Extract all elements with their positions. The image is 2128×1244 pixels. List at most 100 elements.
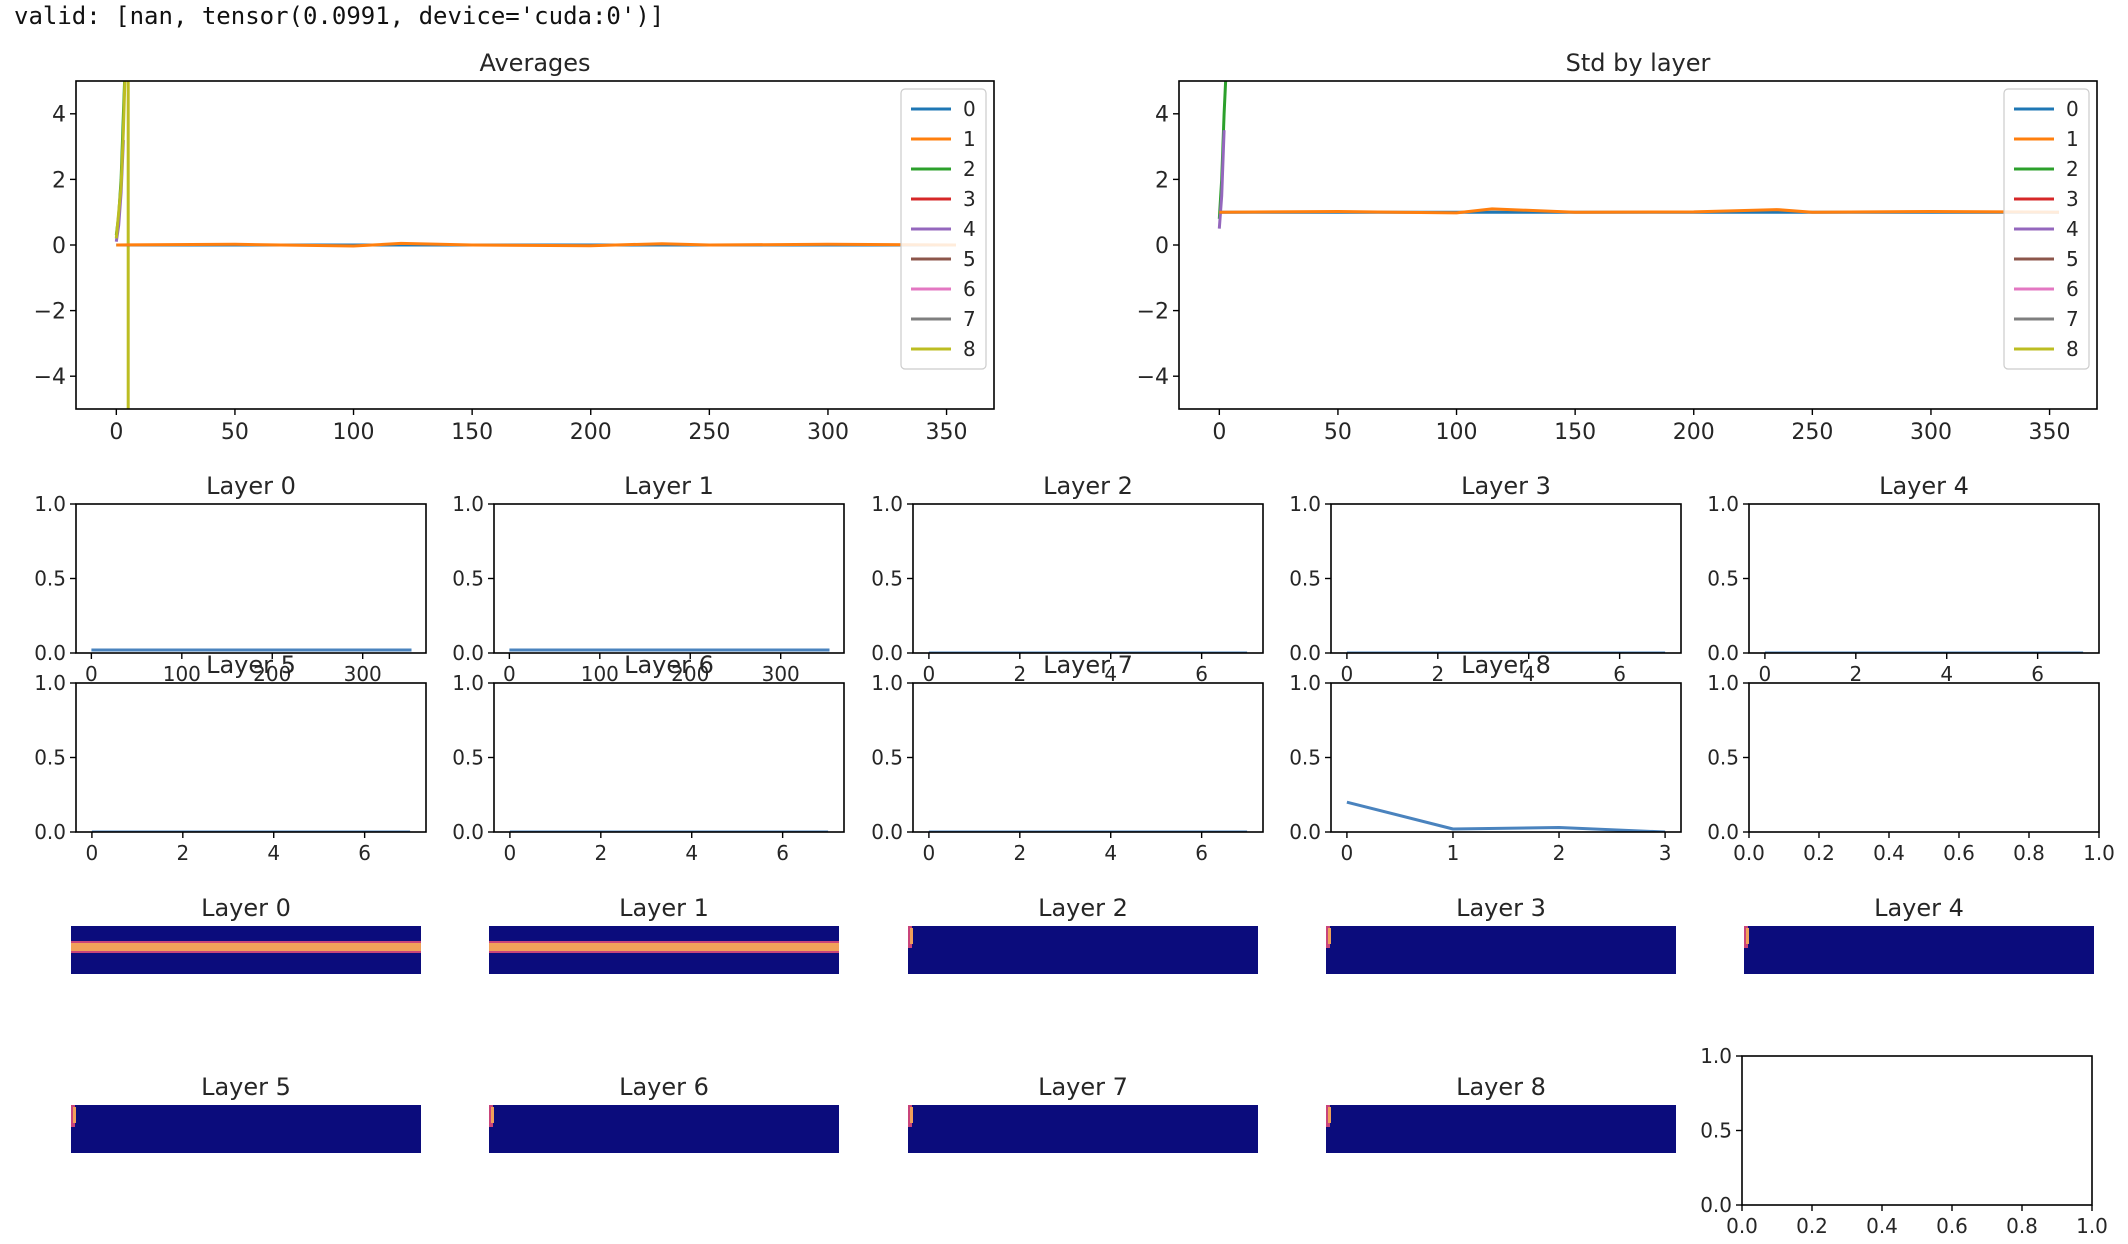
heatmap-title: Layer 6 xyxy=(619,1073,709,1101)
y-tick-label: 0.0 xyxy=(871,641,903,665)
heatmap-20: Layer 8 xyxy=(1326,1073,1676,1153)
axes-frame xyxy=(912,503,1264,654)
axes-frame xyxy=(1748,682,2100,833)
heatmap-title: Layer 0 xyxy=(201,894,291,922)
series-line-1 xyxy=(116,241,957,248)
heatmap-title: Layer 8 xyxy=(1456,1073,1546,1101)
legend-label-3: 3 xyxy=(963,187,976,211)
legend-label-7: 7 xyxy=(2066,307,2079,331)
y-tick-label: 0.5 xyxy=(1289,746,1321,770)
heatmap-hotspot xyxy=(910,928,913,944)
x-tick-label: 4 xyxy=(685,841,698,865)
legend-label-6: 6 xyxy=(2066,277,2079,301)
x-tick-label: 0 xyxy=(923,841,936,865)
y-tick-label: 1.0 xyxy=(1707,492,1739,516)
heatmap-15: Layer 3 xyxy=(1326,894,1676,974)
x-tick-label: 2 xyxy=(176,841,189,865)
x-tick-label: 2 xyxy=(1013,662,1026,686)
chart-title: Layer 6 xyxy=(624,651,714,679)
x-tick-label: 1.0 xyxy=(2083,841,2115,865)
y-tick-label: 0.0 xyxy=(1700,1193,1732,1217)
heatmap-image xyxy=(1326,926,1676,974)
heatmap-hotspot xyxy=(910,1107,913,1123)
x-tick-label: 0.2 xyxy=(1796,1214,1828,1238)
axes-frame xyxy=(75,503,427,654)
y-tick-label: 4 xyxy=(1155,103,1169,128)
y-tick-label: 1.0 xyxy=(871,492,903,516)
x-tick-label: 6 xyxy=(776,841,789,865)
heatmap-title: Layer 4 xyxy=(1874,894,1964,922)
x-tick-label: 6 xyxy=(1195,662,1208,686)
y-tick-label: 0.5 xyxy=(34,746,66,770)
axes-frame xyxy=(493,503,845,654)
chart-title: Layer 0 xyxy=(206,472,296,500)
x-tick-label: 3 xyxy=(1659,841,1672,865)
legend-label-8: 8 xyxy=(963,337,976,361)
heatmap-18: Layer 6 xyxy=(489,1073,839,1153)
x-tick-label: 0.8 xyxy=(2013,841,2045,865)
x-tick-label: 1.0 xyxy=(2076,1214,2108,1238)
x-tick-label: 4 xyxy=(1104,662,1117,686)
x-tick-label: 0 xyxy=(85,662,98,686)
heatmap-hotspot xyxy=(491,1107,494,1123)
x-tick-label: 0.0 xyxy=(1733,841,1765,865)
cell-output-text: valid: [nan, tensor(0.0991, device='cuda… xyxy=(14,2,665,30)
x-tick-label: 0.8 xyxy=(2006,1214,2038,1238)
x-tick-label: 0 xyxy=(923,662,936,686)
heatmap-band-edge xyxy=(489,941,839,943)
chart-title: Layer 5 xyxy=(206,651,296,679)
x-tick-label: 200 xyxy=(253,662,291,686)
x-tick-label: 6 xyxy=(1613,662,1626,686)
x-tick-label: 150 xyxy=(1554,420,1596,445)
legend-label-4: 4 xyxy=(963,217,976,241)
heatmap-image xyxy=(908,926,1258,974)
chart-title: Layer 3 xyxy=(1461,472,1551,500)
heatmap-12: Layer 0 xyxy=(71,894,421,974)
heatmap-title: Layer 2 xyxy=(1038,894,1128,922)
x-tick-label: 0 xyxy=(1341,662,1354,686)
x-tick-label: 0 xyxy=(109,420,123,445)
heatmap-image xyxy=(489,1105,839,1153)
chart-10: 0 1 2 3 0.0 0.5 1.0 Layer 8 xyxy=(1289,651,1682,865)
chart-9: 0 2 4 6 0.0 0.5 1.0 Layer 7 xyxy=(871,651,1264,865)
x-tick-label: 250 xyxy=(688,420,730,445)
chart-title: Averages xyxy=(479,49,590,77)
heatmap-title: Layer 7 xyxy=(1038,1073,1128,1101)
y-tick-label: −4 xyxy=(34,365,66,390)
chart-8: 0 2 4 6 0.0 0.5 1.0 Layer 6 xyxy=(452,651,845,865)
series-line-1 xyxy=(1219,207,2060,215)
heatmap-image xyxy=(908,1105,1258,1153)
heatmap-band-edge xyxy=(71,941,421,943)
x-tick-label: 4 xyxy=(1522,662,1535,686)
legend-label-5: 5 xyxy=(963,247,976,271)
y-tick-label: 0.0 xyxy=(34,820,66,844)
plot-area xyxy=(1346,800,1666,832)
axes-frame xyxy=(912,682,1264,833)
heatmap-hotspot xyxy=(73,1107,76,1123)
legend: 0 1 2 3 4 5 6 7 8 xyxy=(2003,88,2090,370)
x-tick-label: 300 xyxy=(1910,420,1952,445)
y-tick-label: 0.5 xyxy=(452,567,484,591)
legend: 0 1 2 3 4 5 6 7 8 xyxy=(900,88,987,370)
heatmap-band-edge xyxy=(71,951,421,953)
legend-label-0: 0 xyxy=(963,97,976,121)
plot-area xyxy=(1217,81,2060,229)
y-tick-label: 0.0 xyxy=(452,820,484,844)
y-tick-label: 1.0 xyxy=(1289,492,1321,516)
x-tick-label: 0 xyxy=(86,841,99,865)
legend-label-2: 2 xyxy=(963,157,976,181)
axes-frame xyxy=(75,682,427,833)
heatmap-13: Layer 1 xyxy=(489,894,839,974)
x-tick-label: 0 xyxy=(503,662,516,686)
x-tick-label: 0 xyxy=(1759,662,1772,686)
x-tick-label: 0.4 xyxy=(1866,1214,1898,1238)
x-tick-label: 2 xyxy=(594,841,607,865)
x-tick-label: 4 xyxy=(1940,662,1953,686)
chart-6: 0 2 4 6 0.0 0.5 1.0 Layer 4 xyxy=(1707,472,2100,686)
x-tick-label: 4 xyxy=(1104,841,1117,865)
y-tick-label: −2 xyxy=(34,300,66,325)
x-tick-label: 100 xyxy=(333,420,375,445)
x-tick-label: 6 xyxy=(1195,841,1208,865)
